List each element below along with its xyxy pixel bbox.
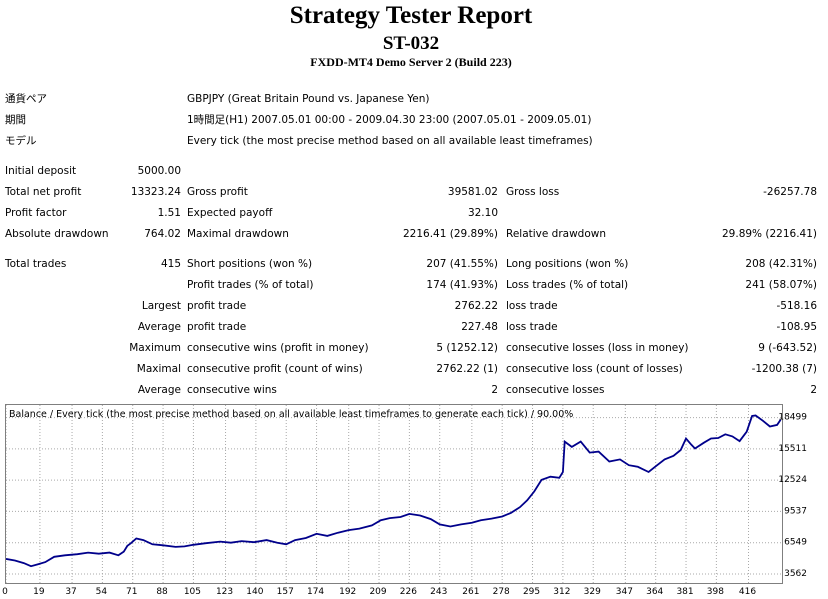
average-profit-value: 227.48 xyxy=(461,321,498,333)
x-tick-label: 19 xyxy=(33,587,45,597)
model-label: モデル xyxy=(5,135,37,147)
x-tick-label: 192 xyxy=(339,587,356,597)
chart-title: Balance / Every tick (the most precise m… xyxy=(9,409,573,420)
expected-payoff-value: 32.10 xyxy=(467,207,498,219)
x-tick-label: 295 xyxy=(523,587,540,597)
initial-deposit-label: Initial deposit xyxy=(5,165,77,177)
total-net-profit-label: Total net profit xyxy=(5,186,82,198)
x-tick-label: 381 xyxy=(676,587,693,597)
x-tick-label: 209 xyxy=(369,587,386,597)
largest-profit-label: profit trade xyxy=(187,300,247,312)
max-consec-wins-value: 5 (1252.12) xyxy=(436,342,498,354)
period-value: 1時間足(H1) 2007.05.01 00:00 - 2009.04.30 2… xyxy=(187,114,592,126)
x-tick-label: 347 xyxy=(616,587,633,597)
long-positions-value: 208 (42.31%) xyxy=(745,258,817,270)
average-profit-label: profit trade xyxy=(187,321,247,333)
x-tick-label: 140 xyxy=(246,587,263,597)
total-trades-label: Total trades xyxy=(5,258,67,270)
symbol-value: GBPJPY (Great Britain Pound vs. Japanese… xyxy=(187,93,430,105)
x-tick-label: 329 xyxy=(584,587,601,597)
x-tick-label: 261 xyxy=(462,587,479,597)
total-trades-value: 415 xyxy=(160,258,181,270)
average-loss-value: -108.95 xyxy=(776,321,817,333)
gross-loss-value: -26257.78 xyxy=(763,186,817,198)
x-axis-ticks: 0 19 37 54 71 88 105 123 140 157 174 192 209 226 243 26… xyxy=(2,587,756,597)
symbol-label: 通貨ペア xyxy=(5,93,47,105)
max-consec-losses-label: consecutive losses (loss in money) xyxy=(506,342,689,354)
max-consec-losses-value: 9 (-643.52) xyxy=(758,342,817,354)
report-title: Strategy Tester Report xyxy=(289,2,533,29)
relative-drawdown-label: Relative drawdown xyxy=(506,228,607,240)
x-tick-label: 174 xyxy=(307,587,324,597)
profit-factor-label: Profit factor xyxy=(5,207,67,219)
initial-deposit-value: 5000.00 xyxy=(137,165,181,177)
max-consec-wins-label: consecutive wins (profit in money) xyxy=(187,342,369,354)
loss-trades-value: 241 (58.07%) xyxy=(745,279,817,291)
model-value: Every tick (the most precise method base… xyxy=(187,135,593,147)
largest-profit-value: 2762.22 xyxy=(454,300,498,312)
maximal-drawdown-label: Maximal drawdown xyxy=(187,228,289,240)
maximal-consec-profit-label: consecutive profit (count of wins) xyxy=(187,363,363,375)
maximal-label: Maximal xyxy=(136,363,181,375)
chart-grid xyxy=(6,405,782,583)
largest-loss-value: -518.16 xyxy=(776,300,817,312)
x-tick-label: 0 xyxy=(2,587,8,597)
balance-chart: Balance / Every tick (the most precise m… xyxy=(5,404,783,584)
loss-trades-label: Loss trades (% of total) xyxy=(506,279,629,291)
maximal-drawdown-value: 2216.41 (29.89%) xyxy=(403,228,498,240)
x-tick-label: 312 xyxy=(553,587,570,597)
profit-factor-value: 1.51 xyxy=(157,207,181,219)
maximal-consec-loss-label: consecutive loss (count of losses) xyxy=(506,363,683,375)
gross-loss-label: Gross loss xyxy=(506,186,560,198)
largest-loss-label: loss trade xyxy=(506,300,558,312)
expected-payoff-label: Expected payoff xyxy=(187,207,273,219)
y-tick-label: 6549 xyxy=(784,538,807,548)
profit-trades-label: Profit trades (% of total) xyxy=(187,279,314,291)
average-consec-losses-value: 2 xyxy=(810,384,817,396)
x-tick-label: 88 xyxy=(156,587,168,597)
average-consec-wins-label: consecutive wins xyxy=(187,384,277,396)
balance-chart-svg: Balance / Every tick (the most precise m… xyxy=(6,405,782,583)
x-tick-label: 105 xyxy=(184,587,201,597)
total-net-profit-value: 13323.24 xyxy=(130,186,181,198)
x-tick-label: 37 xyxy=(65,587,76,597)
average-loss-label: loss trade xyxy=(506,321,558,333)
absolute-drawdown-label: Absolute drawdown xyxy=(5,228,109,240)
y-tick-label: 3562 xyxy=(784,569,807,579)
x-tick-label: 278 xyxy=(493,587,510,597)
x-tick-label: 243 xyxy=(430,587,447,597)
balance-series-line xyxy=(6,414,782,568)
y-tick-label: 9537 xyxy=(784,506,807,516)
x-tick-label: 398 xyxy=(707,587,724,597)
relative-drawdown-value: 29.89% (2216.41) xyxy=(722,228,817,240)
average-label: Average xyxy=(137,321,181,333)
x-tick-label: 226 xyxy=(400,587,417,597)
largest-label: Largest xyxy=(141,300,181,312)
average-consec-wins-value: 2 xyxy=(491,384,498,396)
average-consec-losses-label: consecutive losses xyxy=(506,384,605,396)
report-subtitle: ST-032 xyxy=(382,33,440,54)
x-tick-label: 157 xyxy=(277,587,294,597)
short-positions-value: 207 (41.55%) xyxy=(426,258,498,270)
maximum-label: Maximum xyxy=(129,342,181,354)
x-tick-label: 364 xyxy=(646,587,663,597)
x-tick-label: 71 xyxy=(126,587,137,597)
maximal-consec-loss-value: -1200.38 (7) xyxy=(751,363,817,375)
x-tick-label: 416 xyxy=(739,587,756,597)
x-tick-label: 123 xyxy=(216,587,233,597)
long-positions-label: Long positions (won %) xyxy=(506,258,629,270)
absolute-drawdown-value: 764.02 xyxy=(144,228,181,240)
gross-profit-label: Gross profit xyxy=(187,186,248,198)
x-tick-label: 54 xyxy=(96,587,108,597)
period-label: 期間 xyxy=(5,114,26,126)
average-consec-label: Average xyxy=(137,384,181,396)
profit-trades-value: 174 (41.93%) xyxy=(426,279,498,291)
server-name: FXDD-MT4 Demo Server 2 (Build 223) xyxy=(310,55,512,69)
maximal-consec-profit-value: 2762.22 (1) xyxy=(436,363,498,375)
gross-profit-value: 39581.02 xyxy=(447,186,498,198)
short-positions-label: Short positions (won %) xyxy=(187,258,313,270)
